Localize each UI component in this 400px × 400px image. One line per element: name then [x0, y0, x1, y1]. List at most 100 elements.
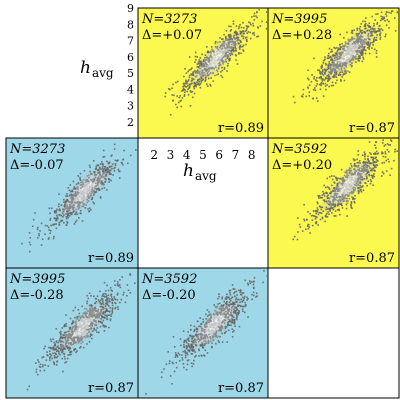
data-point	[69, 206, 72, 209]
data-point	[66, 206, 69, 208]
data-point	[188, 56, 191, 58]
data-point	[105, 178, 107, 181]
data-point	[236, 312, 239, 314]
data-point	[79, 193, 82, 196]
data-point	[98, 179, 101, 181]
data-point	[227, 54, 229, 56]
data-point	[341, 71, 343, 73]
data-point	[339, 197, 341, 199]
data-point	[173, 370, 176, 373]
data-point	[241, 300, 244, 302]
data-point	[349, 176, 352, 179]
data-point	[219, 320, 221, 323]
data-point	[77, 341, 80, 344]
points-p13	[292, 9, 398, 104]
data-point	[211, 335, 214, 337]
data-point	[367, 180, 370, 183]
data-point	[196, 72, 199, 74]
data-point	[88, 176, 90, 179]
data-point	[187, 70, 189, 73]
data-point	[86, 332, 89, 335]
data-point	[207, 342, 210, 345]
data-point	[89, 318, 92, 321]
data-point	[242, 37, 245, 40]
data-point	[342, 200, 345, 202]
data-point	[348, 46, 351, 48]
data-point	[236, 63, 239, 65]
data-point	[357, 42, 359, 45]
data-point	[26, 388, 29, 391]
data-point	[87, 297, 90, 300]
data-point	[69, 207, 71, 210]
data-point	[349, 43, 351, 45]
data-point	[194, 339, 196, 341]
data-point	[91, 308, 94, 311]
data-point	[77, 325, 80, 327]
data-point	[55, 364, 58, 366]
data-point	[362, 165, 365, 168]
data-point	[107, 297, 109, 299]
data-point	[347, 59, 350, 62]
data-point	[344, 52, 347, 55]
data-point	[57, 341, 60, 344]
data-point	[238, 298, 240, 301]
data-point	[97, 164, 100, 167]
data-point	[200, 330, 203, 332]
data-point	[191, 338, 193, 340]
data-point	[93, 328, 95, 331]
data-point	[349, 46, 351, 49]
data-point	[200, 63, 203, 66]
data-point	[225, 35, 227, 38]
data-point	[383, 16, 386, 19]
data-point	[346, 197, 348, 200]
data-point	[377, 30, 379, 32]
data-point	[228, 59, 231, 62]
data-point	[178, 353, 181, 356]
data-point	[235, 290, 238, 293]
data-point	[205, 59, 208, 61]
data-point	[78, 200, 80, 203]
data-point	[98, 172, 101, 175]
data-point	[188, 87, 190, 90]
data-point	[363, 47, 365, 50]
data-point	[217, 329, 220, 332]
data-point	[191, 90, 194, 93]
data-point	[60, 220, 62, 223]
data-point	[344, 69, 347, 71]
data-point	[335, 67, 338, 69]
data-point	[65, 224, 68, 226]
data-point	[341, 70, 344, 72]
data-point	[34, 212, 36, 214]
data-point	[356, 158, 358, 161]
data-point	[333, 46, 335, 49]
data-point	[330, 84, 333, 87]
data-point	[105, 310, 108, 312]
data-point	[110, 179, 112, 182]
data-point	[70, 338, 73, 341]
data-point	[81, 185, 84, 188]
data-point	[374, 161, 376, 164]
data-point	[364, 41, 366, 43]
data-point	[85, 324, 88, 326]
data-point	[323, 72, 326, 74]
data-point	[194, 338, 196, 341]
data-point	[345, 42, 347, 45]
data-point	[340, 46, 342, 49]
data-point	[210, 316, 213, 319]
data-point	[361, 60, 364, 63]
data-point	[237, 33, 239, 36]
data-point	[179, 100, 181, 102]
data-point	[343, 55, 346, 58]
data-point	[109, 169, 112, 171]
data-point	[109, 307, 112, 309]
data-point	[97, 312, 99, 315]
data-point	[62, 210, 65, 213]
data-point	[339, 46, 342, 48]
data-point	[239, 301, 241, 303]
data-point	[218, 317, 221, 320]
data-point	[187, 343, 190, 345]
data-point	[78, 319, 81, 322]
data-point	[77, 327, 79, 330]
data-point	[88, 310, 90, 312]
data-point	[217, 62, 219, 65]
